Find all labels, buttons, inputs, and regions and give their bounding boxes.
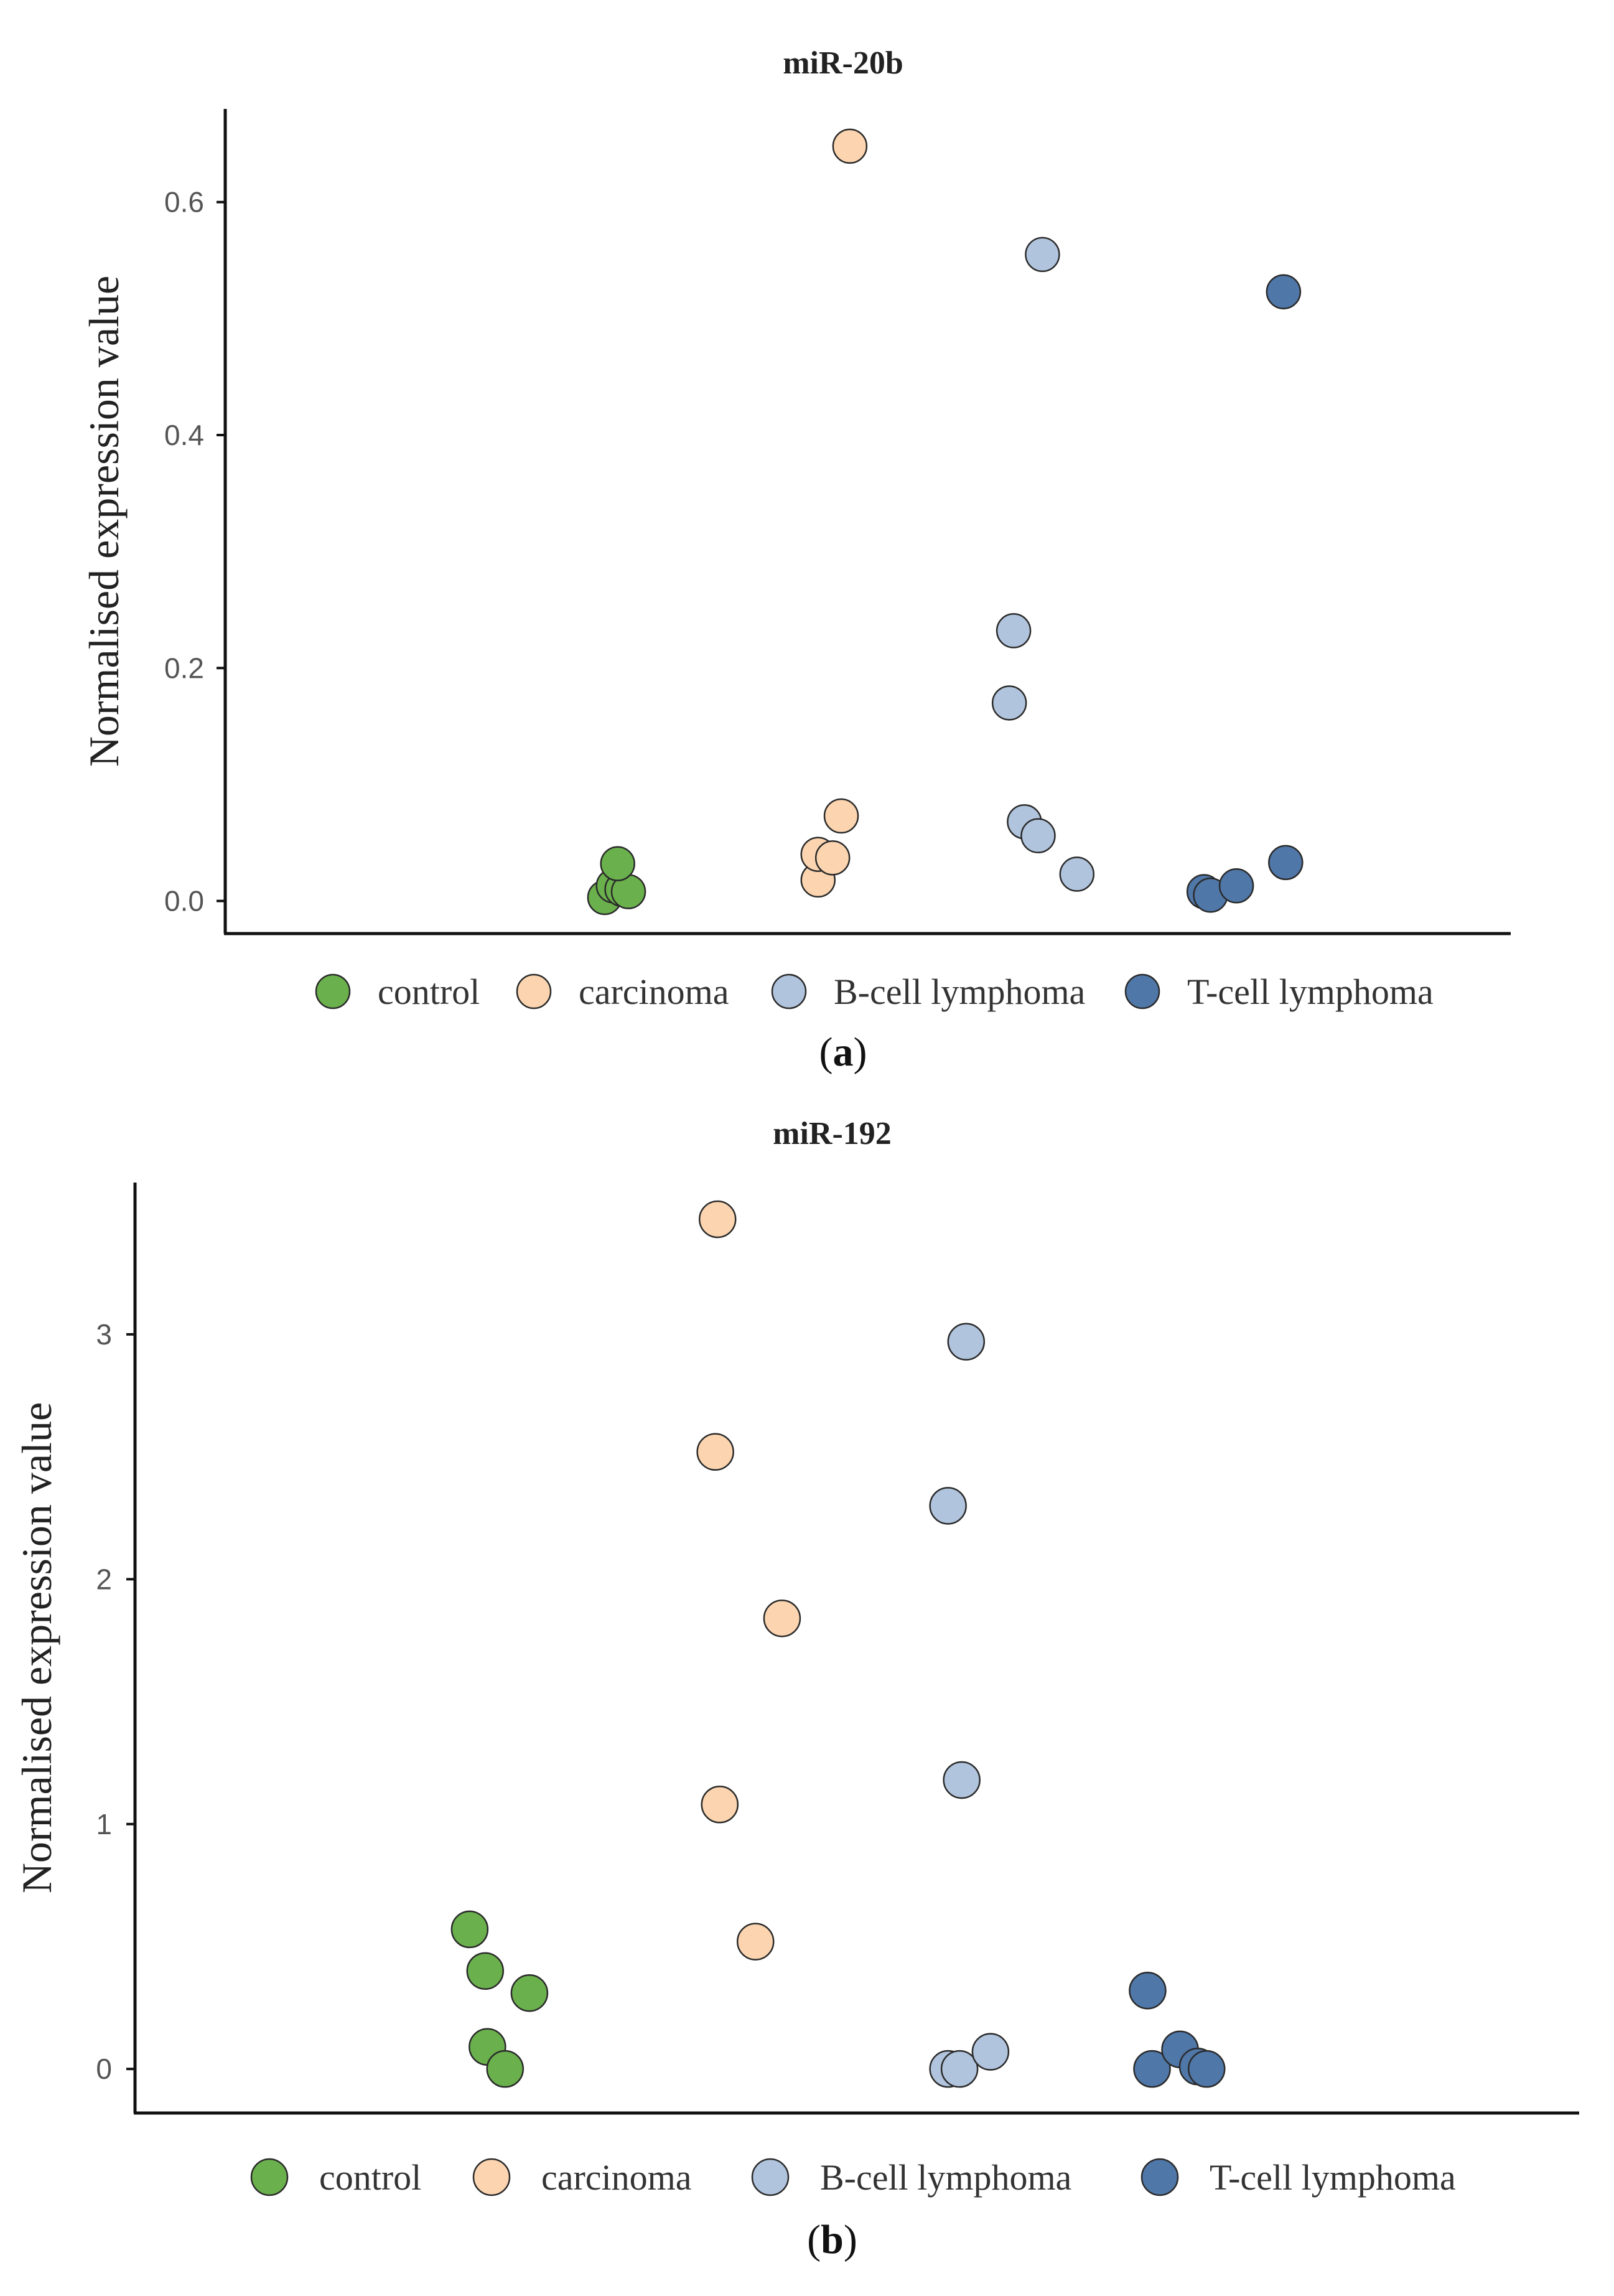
data-point xyxy=(1025,237,1060,273)
legend-label: B-cell lymphoma xyxy=(834,972,1085,1012)
legend-swatch xyxy=(771,973,807,1010)
series-b-cell-lymphoma xyxy=(991,237,1095,892)
legend-swatch xyxy=(1141,2158,1179,2196)
data-point xyxy=(823,798,859,834)
y-tick-label: 2 xyxy=(96,1563,112,1595)
data-point xyxy=(1187,2050,1226,2088)
data-point xyxy=(1218,868,1254,904)
legend-swatch xyxy=(516,973,552,1010)
data-point xyxy=(1059,856,1095,892)
data-point xyxy=(832,128,868,164)
data-point xyxy=(814,840,851,876)
data-point xyxy=(940,2050,979,2088)
y-tick-label: 0.6 xyxy=(164,186,204,218)
legend-label: carcinoma xyxy=(579,972,729,1012)
legend-swatch xyxy=(1124,973,1160,1010)
chart-panel-b: miR-192 0 1 2 3 Normalised expression value co… xyxy=(13,1116,1579,2262)
legend-label: T-cell lymphoma xyxy=(1210,2157,1456,2198)
series-carcinoma xyxy=(696,1200,801,1961)
legend-label: B-cell lymphoma xyxy=(820,2157,1071,2198)
data-point xyxy=(1129,1972,1167,2010)
series-b-cell-lymphoma xyxy=(929,1323,1010,2088)
data-point xyxy=(991,685,1027,721)
series-control xyxy=(450,1910,549,2088)
y-tick-label: 0 xyxy=(96,2053,112,2085)
legend-swatch xyxy=(472,2158,511,2196)
data-point xyxy=(701,1786,739,1824)
y-tick-label: 0.0 xyxy=(164,885,204,917)
y-axis-label: Normalised expression value xyxy=(80,276,128,767)
legend: control carcinoma B-cell lymphoma T-cell ly… xyxy=(250,2157,1456,2198)
legend-label: control xyxy=(378,972,480,1012)
data-point xyxy=(763,1600,801,1638)
y-axis-label: Normalised expression value xyxy=(13,1402,60,1893)
data-point xyxy=(450,1910,489,1949)
y-tick-label: 0.2 xyxy=(164,652,204,684)
data-point xyxy=(696,1433,734,1471)
series-control xyxy=(587,846,646,916)
panel-label: (b) xyxy=(807,2217,857,2262)
data-point xyxy=(510,1974,549,2012)
series-t-cell-lymphoma xyxy=(1129,1972,1226,2088)
data-point xyxy=(1266,274,1302,310)
series-t-cell-lymphoma xyxy=(1186,274,1304,913)
y-tick-label: 3 xyxy=(96,1318,112,1351)
panel-label: (a) xyxy=(819,1029,867,1075)
data-point xyxy=(736,1923,775,1961)
data-point xyxy=(600,846,635,881)
data-point xyxy=(947,1323,986,1361)
data-point xyxy=(996,613,1032,649)
legend-swatch xyxy=(751,2158,790,2196)
data-point xyxy=(943,1761,981,1799)
data-point xyxy=(971,2033,1010,2071)
data-point xyxy=(1133,2050,1171,2088)
data-point xyxy=(466,1952,505,1990)
chart-panel-a: miR-20b 0.0 0.2 0.4 0.6 Normalised expression… xyxy=(80,45,1511,1075)
chart-title: miR-192 xyxy=(773,1116,892,1151)
legend-label: carcinoma xyxy=(541,2157,692,2198)
y-tick-label: 0.4 xyxy=(164,419,204,451)
series-carcinoma xyxy=(800,128,868,898)
legend-swatch xyxy=(250,2158,289,2196)
data-point xyxy=(1020,818,1056,854)
legend: control carcinoma B-cell lymphoma T-cell ly… xyxy=(315,972,1434,1012)
legend-label: control xyxy=(319,2157,421,2198)
data-point xyxy=(698,1200,737,1239)
y-tick-label: 1 xyxy=(96,1808,112,1840)
data-point xyxy=(1268,845,1304,881)
legend-label: T-cell lymphoma xyxy=(1187,972,1434,1012)
legend-swatch xyxy=(315,973,351,1010)
data-point xyxy=(929,1487,967,1525)
data-point xyxy=(486,2050,525,2088)
chart-title: miR-20b xyxy=(783,45,903,81)
